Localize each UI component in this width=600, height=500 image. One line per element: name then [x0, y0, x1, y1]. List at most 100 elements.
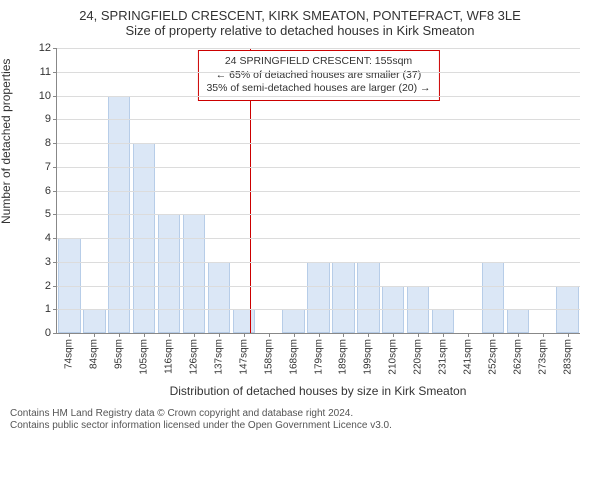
- plot-region: 24 SPRINGFIELD CRESCENT: 155sqm ← 65% of…: [56, 48, 580, 334]
- xtick-label: 137sqm: [213, 339, 224, 375]
- bar: [482, 262, 504, 333]
- ytick-mark: [53, 214, 57, 215]
- ytick-label: 7: [45, 161, 51, 173]
- xtick-label: 158sqm: [263, 339, 274, 375]
- ytick-mark: [53, 309, 57, 310]
- xtick-label: 262sqm: [512, 339, 523, 375]
- ytick-mark: [53, 286, 57, 287]
- callout-line-3: 35% of semi-detached houses are larger (…: [206, 82, 430, 96]
- xtick-label: 189sqm: [338, 339, 349, 375]
- xtick-mark: [393, 333, 394, 337]
- ytick-label: 5: [45, 208, 51, 220]
- ytick-label: 10: [39, 90, 51, 102]
- xtick-mark: [319, 333, 320, 337]
- ytick-mark: [53, 119, 57, 120]
- xtick-label: 116sqm: [164, 339, 175, 374]
- ytick-mark: [53, 143, 57, 144]
- xtick-mark: [269, 333, 270, 337]
- xtick-mark: [244, 333, 245, 337]
- xtick-mark: [169, 333, 170, 337]
- xtick-label: 273sqm: [537, 339, 548, 375]
- ytick-label: 11: [40, 66, 51, 78]
- gridline: [57, 143, 580, 144]
- xtick-label: 252sqm: [487, 339, 498, 375]
- ytick-label: 1: [45, 303, 51, 315]
- bar: [332, 262, 354, 333]
- bar: [282, 309, 304, 333]
- xtick-label: 210sqm: [388, 339, 399, 375]
- bar: [233, 309, 255, 333]
- ytick-mark: [53, 72, 57, 73]
- gridline: [57, 167, 580, 168]
- ytick-label: 0: [45, 327, 51, 339]
- chart-area: Number of detached properties 24 SPRINGF…: [10, 44, 590, 404]
- xtick-mark: [194, 333, 195, 337]
- gridline: [57, 48, 580, 49]
- bar: [432, 309, 454, 333]
- callout-box: 24 SPRINGFIELD CRESCENT: 155sqm ← 65% of…: [197, 50, 439, 101]
- xtick-label: 147sqm: [238, 339, 249, 375]
- gridline: [57, 191, 580, 192]
- xtick-label: 283sqm: [562, 339, 573, 375]
- ytick-label: 2: [45, 280, 51, 292]
- bar: [208, 262, 230, 333]
- xtick-mark: [94, 333, 95, 337]
- xtick-label: 105sqm: [139, 339, 150, 375]
- ytick-label: 8: [45, 137, 51, 149]
- xtick-mark: [543, 333, 544, 337]
- xtick-mark: [418, 333, 419, 337]
- xtick-mark: [144, 333, 145, 337]
- gridline: [57, 96, 580, 97]
- bar: [158, 214, 180, 333]
- attribution-line-1: Contains HM Land Registry data © Crown c…: [10, 408, 590, 420]
- xtick-mark: [493, 333, 494, 337]
- xtick-label: 74sqm: [64, 339, 75, 369]
- xtick-mark: [69, 333, 70, 337]
- ytick-label: 12: [39, 42, 51, 54]
- xtick-label: 179sqm: [313, 339, 324, 375]
- ytick-mark: [53, 333, 57, 334]
- ytick-mark: [53, 48, 57, 49]
- xtick-mark: [568, 333, 569, 337]
- xtick-mark: [119, 333, 120, 337]
- xtick-mark: [294, 333, 295, 337]
- callout-line-2: ← 65% of detached houses are smaller (37…: [206, 69, 430, 83]
- gridline: [57, 309, 580, 310]
- ytick-mark: [53, 167, 57, 168]
- title-address: 24, SPRINGFIELD CRESCENT, KIRK SMEATON, …: [10, 8, 590, 23]
- ytick-mark: [53, 191, 57, 192]
- bar: [83, 309, 105, 333]
- xtick-label: 168sqm: [288, 339, 299, 375]
- xtick-label: 231sqm: [438, 339, 449, 375]
- x-axis-label: Distribution of detached houses by size …: [56, 384, 580, 398]
- gridline: [57, 214, 580, 215]
- bar: [507, 309, 529, 333]
- ytick-label: 4: [45, 232, 51, 244]
- xtick-label: 84sqm: [89, 339, 100, 369]
- gridline: [57, 286, 580, 287]
- xtick-label: 95sqm: [114, 339, 125, 369]
- ytick-label: 3: [45, 256, 51, 268]
- y-axis-label: Number of detached properties: [0, 59, 13, 224]
- xtick-label: 220sqm: [413, 339, 424, 375]
- ytick-label: 9: [45, 113, 51, 125]
- gridline: [57, 238, 580, 239]
- title-subtitle: Size of property relative to detached ho…: [10, 23, 590, 38]
- bar: [307, 262, 329, 333]
- xtick-mark: [219, 333, 220, 337]
- gridline: [57, 119, 580, 120]
- xtick-label: 126sqm: [188, 339, 199, 375]
- xtick-mark: [518, 333, 519, 337]
- xtick-mark: [443, 333, 444, 337]
- gridline: [57, 262, 580, 263]
- bar: [357, 262, 379, 333]
- xtick-label: 199sqm: [363, 339, 374, 375]
- bar: [183, 214, 205, 333]
- xtick-mark: [368, 333, 369, 337]
- ytick-label: 6: [45, 185, 51, 197]
- gridline: [57, 72, 580, 73]
- attribution-line-2: Contains public sector information licen…: [10, 420, 590, 432]
- ytick-mark: [53, 96, 57, 97]
- callout-line-1: 24 SPRINGFIELD CRESCENT: 155sqm: [206, 55, 430, 69]
- figure: 24, SPRINGFIELD CRESCENT, KIRK SMEATON, …: [0, 0, 600, 500]
